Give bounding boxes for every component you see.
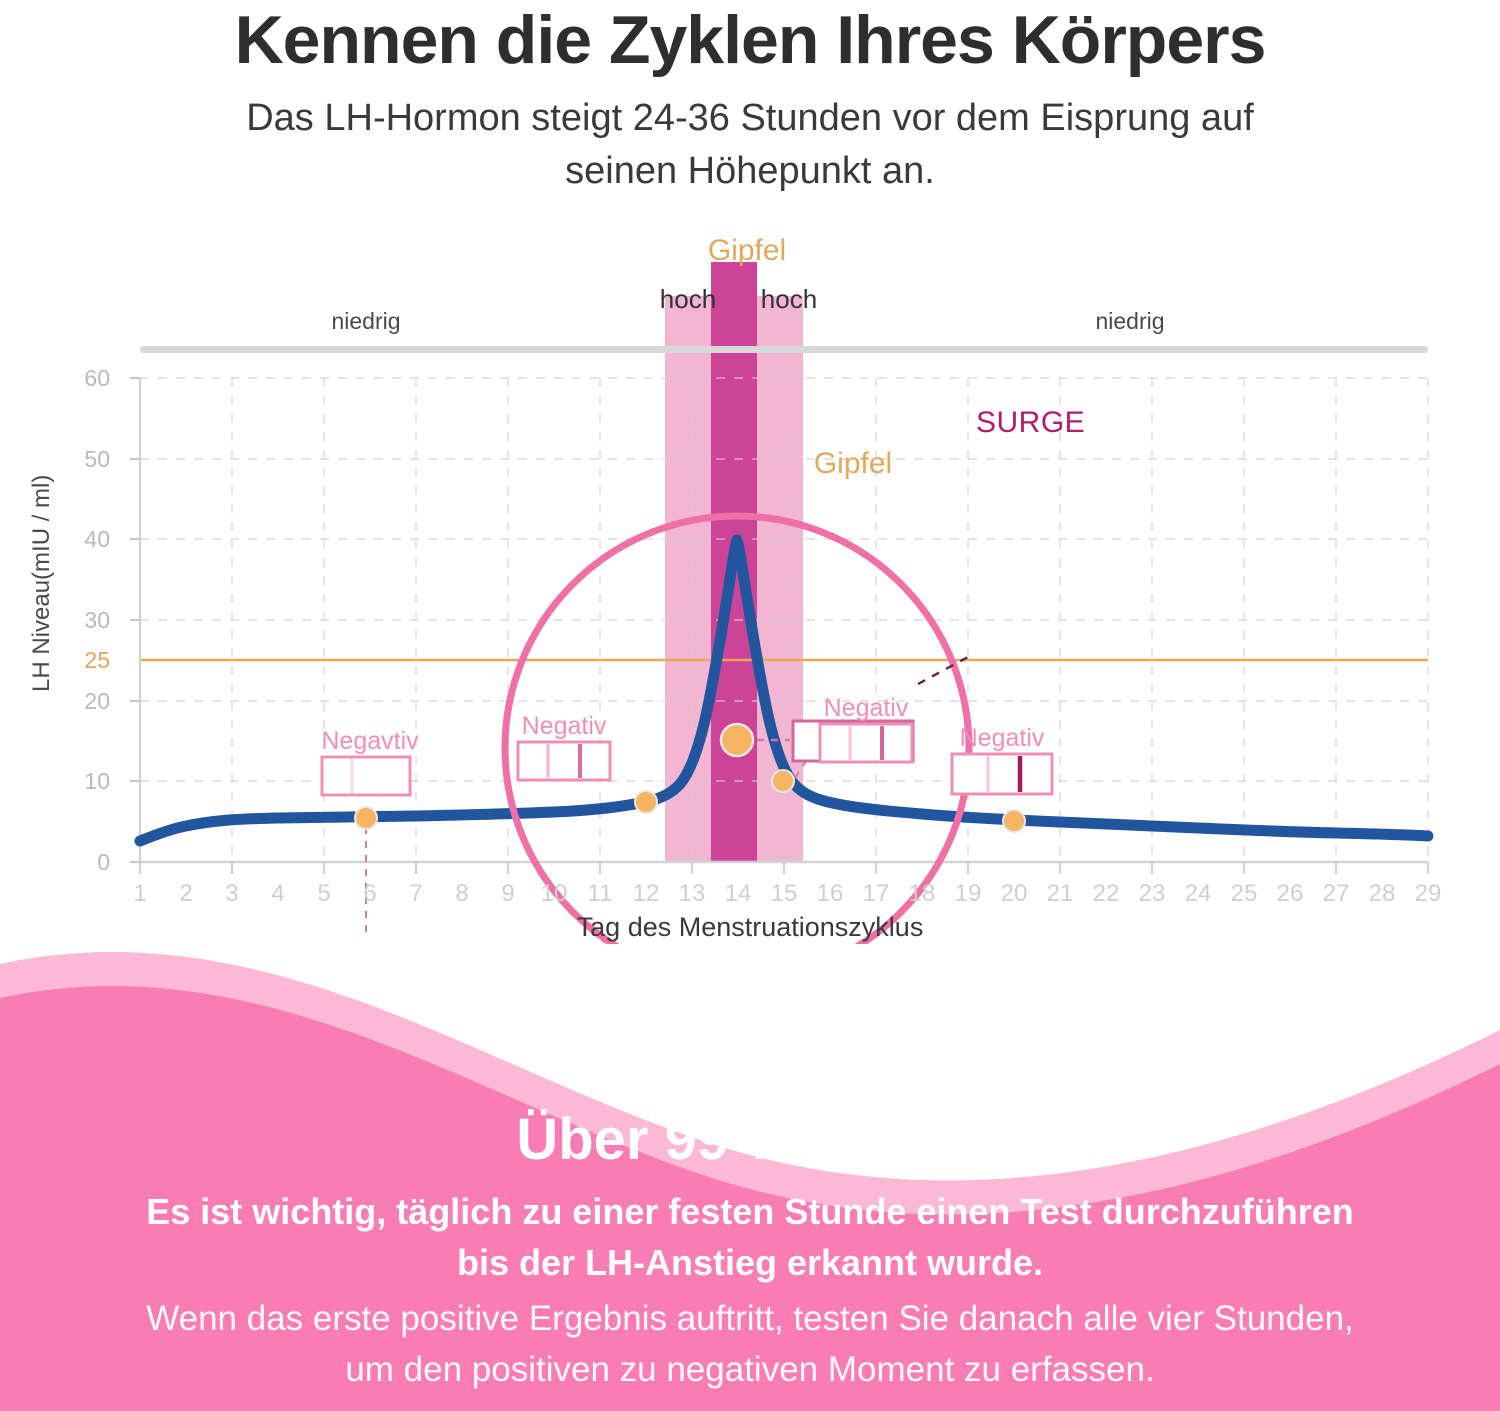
marker-day-6: [354, 806, 378, 830]
x-tick-26: 26: [1276, 880, 1304, 907]
x-tick-6: 6: [363, 880, 377, 907]
marker-day-20: [1002, 809, 1026, 833]
surge-label: SURGE: [976, 406, 1086, 439]
marker-peak-dot: [719, 722, 755, 758]
zone-label-high-left: hoch: [659, 284, 717, 314]
lh-curve: [134, 534, 1434, 847]
chart-canvas: [130, 262, 1434, 944]
accuracy-light-line-1: Wenn das erste positive Ergebnis auftrit…: [146, 1299, 1354, 1338]
wave-main: [0, 986, 1500, 1411]
x-tick-29: 29: [1414, 880, 1442, 907]
accuracy-light-line-2: um den positiven zu negativen Moment zu …: [345, 1349, 1155, 1389]
x-tick-4: 4: [271, 880, 285, 907]
x-tick-25: 25: [1230, 880, 1258, 907]
x-tick-27: 27: [1322, 880, 1350, 907]
page-subtitle-line-1: Das LH-Hormon steigt 24-36 Stunden vor d…: [246, 97, 1254, 140]
marker-day-15: [771, 769, 795, 793]
zone-label-peak: Gipfel: [707, 234, 787, 267]
y-axis-title: LH Niveau(mIU / ml): [28, 474, 55, 692]
y-tick-20: 20: [84, 688, 110, 714]
x-tick-23: 23: [1138, 880, 1166, 907]
x-tick-13: 13: [678, 880, 706, 907]
x-tick-17: 17: [862, 880, 890, 907]
y-tick-0: 0: [97, 849, 110, 875]
lh-cycle-chart: niedrig niedrig hoch hoch Gipfel SURGE G…: [0, 232, 1500, 944]
x-tick-24: 24: [1184, 880, 1212, 907]
x-tick-9: 9: [501, 880, 515, 907]
header: Kennen die Zyklen Ihres Körpers Das LH-H…: [0, 0, 1500, 197]
accuracy-banner: [0, 944, 1500, 1411]
x-tick-19: 19: [954, 880, 982, 907]
y-tick-40: 40: [84, 526, 110, 552]
low-zone-rule: [140, 346, 1428, 353]
strip-label-negativ-3: Negativ: [823, 694, 909, 722]
y-tick-60: 60: [84, 365, 110, 391]
strip-negavtiv-1: [320, 755, 412, 797]
page-title: Kennen die Zyklen Ihres Körpers: [234, 2, 1267, 78]
accuracy-bold-text: Es ist wichtig, täglich zu einer festen …: [0, 1186, 1500, 1288]
wave-background: [0, 952, 1500, 1411]
y-tick-marks: [130, 376, 140, 864]
x-tick-marks: [138, 862, 1430, 874]
marker-day-12: [634, 790, 658, 814]
x-tick-10: 10: [540, 880, 568, 907]
x-tick-16: 16: [816, 880, 844, 907]
y-tick-25: 25: [84, 647, 110, 673]
strip-negativ-2: [516, 740, 612, 782]
x-tick-28: 28: [1368, 880, 1396, 907]
strip-label-gipfel: Gipfel: [813, 447, 893, 480]
accuracy-light-text: Wenn das erste positive Ergebnis auftrit…: [0, 1294, 1500, 1396]
magnifier-circle: [501, 512, 973, 944]
callout-leaders: [365, 818, 607, 944]
x-tick-14: 14: [724, 880, 752, 907]
x-axis-title: Tag des Menstruationszyklus: [576, 912, 924, 942]
accuracy-bold-line-2: bis der LH-Anstieg erkannt wurde.: [456, 1242, 1044, 1284]
y-tick-10: 10: [84, 768, 110, 794]
x-tick-1: 1: [133, 880, 147, 907]
x-tick-18: 18: [908, 880, 936, 907]
x-tick-8: 8: [455, 880, 469, 907]
zone-label-low-right: niedrig: [1095, 308, 1165, 334]
x-tick-3: 3: [225, 880, 239, 907]
x-tick-2: 2: [179, 880, 193, 907]
strip-negativ-3: [818, 722, 914, 764]
x-tick-11: 11: [587, 880, 613, 907]
y-tick-50: 50: [84, 446, 110, 472]
x-tick-20: 20: [1000, 880, 1028, 907]
strip-negativ-4: [950, 752, 1054, 796]
y-tick-30: 30: [84, 607, 110, 633]
strip-label-negavtiv-1: Negavtiv: [321, 727, 419, 755]
x-tick-7: 7: [409, 880, 423, 907]
zone-label-low-left: niedrig: [331, 308, 401, 334]
zone-label-high-right: hoch: [760, 284, 818, 314]
x-tick-22: 22: [1092, 880, 1120, 907]
strip-label-negativ-2: Negativ: [521, 712, 607, 740]
accuracy-headline: Über 99 % genau: [516, 1107, 984, 1172]
page-subtitle-line-2: seinen Höhepunkt an.: [565, 149, 935, 192]
x-tick-12: 12: [632, 880, 660, 907]
strip-label-negativ-4: Negativ: [959, 724, 1045, 752]
accuracy-bold-line-1: Es ist wichtig, täglich zu einer festen …: [146, 1191, 1354, 1232]
x-tick-5: 5: [317, 880, 331, 907]
x-tick-21: 21: [1046, 880, 1074, 907]
page-subtitle: Das LH-Hormon steigt 24-36 Stunden vor d…: [80, 92, 1420, 197]
leader-negativ-3: [794, 751, 813, 779]
x-tick-15: 15: [770, 880, 798, 907]
